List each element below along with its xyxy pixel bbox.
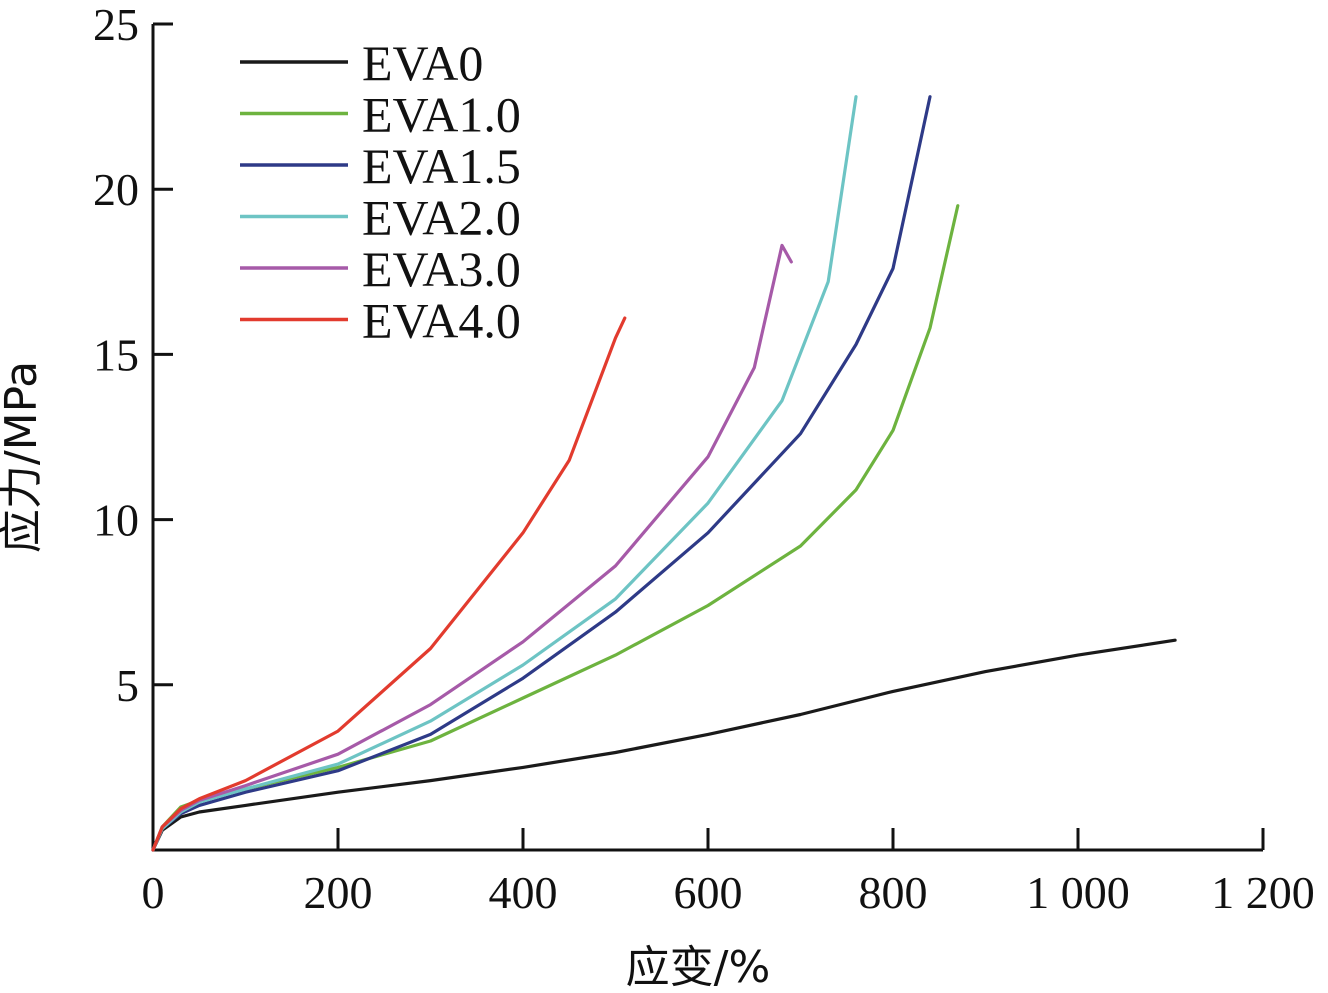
series-line-eva4-0 — [151, 316, 627, 852]
x-tick-label: 1 000 — [1026, 867, 1130, 918]
y-tick-label: 15 — [93, 329, 139, 380]
series-line-eva0 — [151, 638, 1177, 852]
legend-label: EVA3.0 — [362, 241, 521, 297]
legend-label: EVA0 — [362, 35, 483, 91]
x-tick-label: 200 — [304, 867, 373, 918]
x-tick-label: 1 200 — [1211, 867, 1315, 918]
y-tick-label: 20 — [93, 164, 139, 215]
legend-label: EVA1.0 — [362, 87, 521, 143]
y-tick-label: 10 — [93, 495, 139, 546]
legend-label: EVA4.0 — [362, 293, 521, 349]
x-axis-title: 应变/% — [626, 942, 771, 993]
x-tick-label: 400 — [489, 867, 558, 918]
y-axis-title: 应力/MPa — [0, 361, 47, 553]
x-tick-label: 800 — [859, 867, 928, 918]
y-tick-label: 5 — [116, 660, 139, 711]
x-tick-label: 0 — [142, 867, 165, 918]
series-line-eva1-0 — [151, 204, 960, 852]
legend-label: EVA1.5 — [362, 138, 521, 194]
axes: 0 200 400 600 800 1 000 1 200 5 10 15 20 25 — [93, 0, 1315, 918]
series-line-eva1-5 — [151, 95, 932, 852]
x-tick-label: 600 — [674, 867, 743, 918]
series-layer — [151, 95, 1177, 852]
legend-label: EVA2.0 — [362, 190, 521, 246]
y-tick-label: 25 — [93, 0, 139, 50]
